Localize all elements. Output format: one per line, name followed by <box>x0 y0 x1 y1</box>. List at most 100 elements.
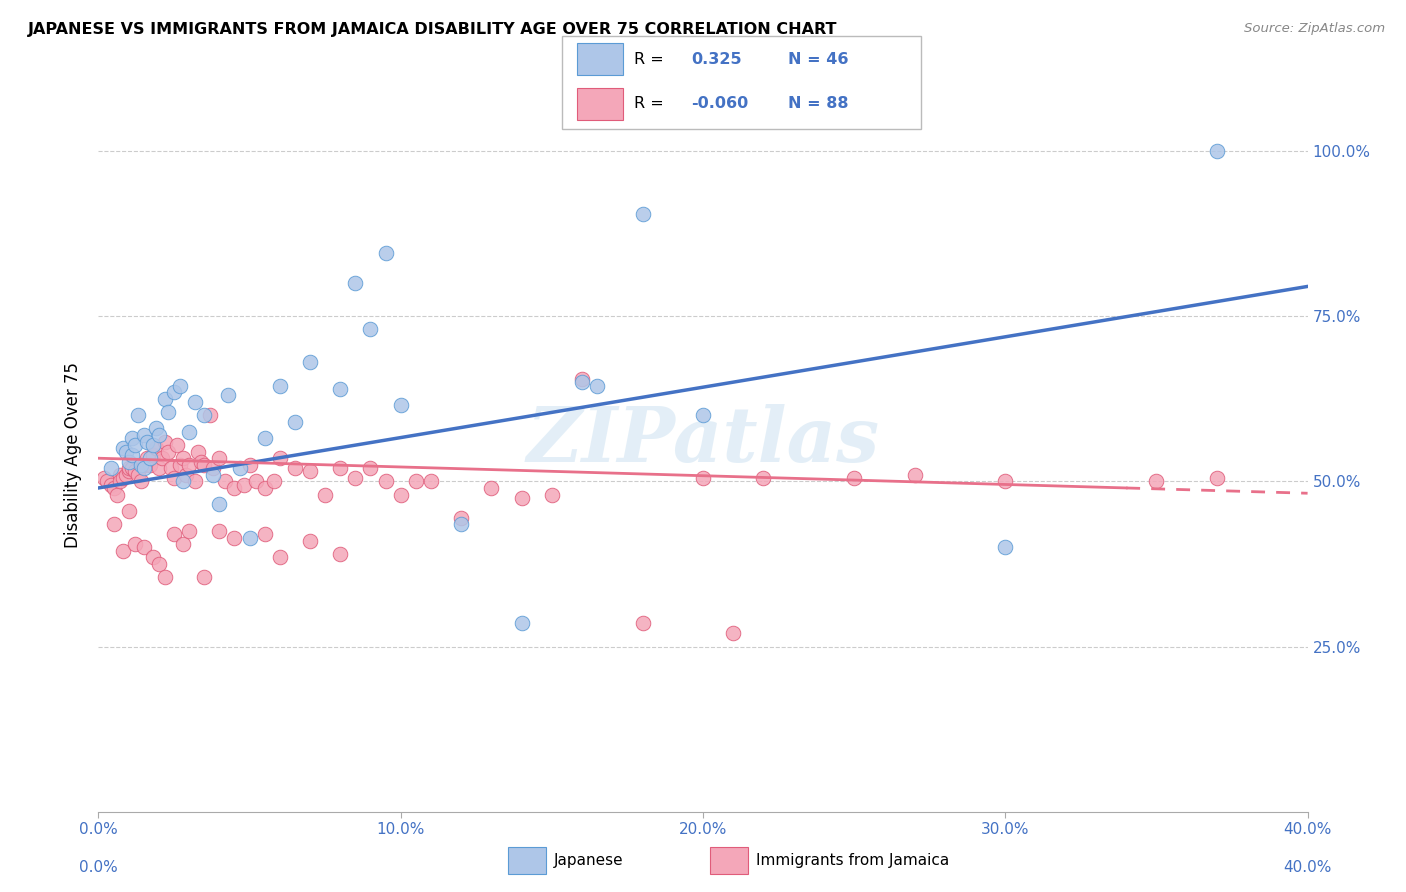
Point <box>135 451 157 466</box>
Point <box>145 442 167 456</box>
Point <box>150 451 173 466</box>
Point <box>481 481 503 495</box>
Point <box>269 378 291 392</box>
Point <box>169 378 191 392</box>
Point <box>329 382 352 396</box>
Point <box>202 461 225 475</box>
Point <box>179 458 201 472</box>
Point <box>118 461 141 475</box>
Text: 0.0%: 0.0% <box>79 860 118 874</box>
Point <box>571 376 593 390</box>
Point <box>450 510 472 524</box>
Text: R =: R = <box>634 96 664 112</box>
FancyBboxPatch shape <box>576 88 623 120</box>
Point <box>631 207 654 221</box>
Text: JAPANESE VS IMMIGRANTS FROM JAMAICA DISABILITY AGE OVER 75 CORRELATION CHART: JAPANESE VS IMMIGRANTS FROM JAMAICA DISA… <box>28 22 838 37</box>
Point <box>124 465 146 479</box>
Point <box>118 454 141 468</box>
Text: N = 88: N = 88 <box>789 96 849 112</box>
Point <box>111 442 134 456</box>
Point <box>752 471 775 485</box>
Point <box>692 409 714 423</box>
FancyBboxPatch shape <box>562 36 921 129</box>
Point <box>405 475 427 489</box>
Point <box>127 467 149 482</box>
Point <box>100 477 122 491</box>
Text: N = 46: N = 46 <box>789 52 849 67</box>
Point <box>121 431 143 445</box>
Point <box>121 461 143 475</box>
Text: Japanese: Japanese <box>554 853 624 868</box>
Point <box>174 467 197 482</box>
Text: Source: ZipAtlas.com: Source: ZipAtlas.com <box>1244 22 1385 36</box>
Point <box>193 570 215 584</box>
Point <box>172 475 194 489</box>
Point <box>108 475 131 489</box>
Point <box>314 487 336 501</box>
Point <box>166 438 188 452</box>
Point <box>299 355 322 369</box>
Point <box>245 475 267 489</box>
Point <box>100 461 122 475</box>
Point <box>571 372 593 386</box>
Point <box>160 461 183 475</box>
Point <box>163 385 186 400</box>
Point <box>360 461 382 475</box>
Point <box>344 471 367 485</box>
Point <box>229 461 252 475</box>
Point <box>994 475 1017 489</box>
Text: R =: R = <box>634 52 664 67</box>
Point <box>142 550 165 565</box>
Point <box>284 461 307 475</box>
Point <box>105 487 128 501</box>
Point <box>299 533 322 548</box>
Point <box>187 444 209 458</box>
Point <box>114 467 136 482</box>
Point <box>145 421 167 435</box>
Point <box>163 471 186 485</box>
Point <box>374 246 396 260</box>
Point <box>139 458 162 472</box>
Point <box>224 531 246 545</box>
Text: 40.0%: 40.0% <box>1284 860 1331 874</box>
Point <box>208 498 231 512</box>
Point <box>344 276 367 290</box>
Point <box>148 428 170 442</box>
Point <box>540 487 562 501</box>
Point <box>1144 475 1167 489</box>
Point <box>239 458 262 472</box>
Point <box>148 557 170 571</box>
Point <box>179 425 201 439</box>
Point <box>118 465 141 479</box>
Y-axis label: Disability Age Over 75: Disability Age Over 75 <box>65 362 83 548</box>
Point <box>263 475 285 489</box>
Point <box>299 465 322 479</box>
Point <box>329 547 352 561</box>
Point <box>1206 144 1229 158</box>
Point <box>93 471 115 485</box>
Point <box>135 434 157 449</box>
Point <box>389 487 412 501</box>
Point <box>844 471 866 485</box>
Text: -0.060: -0.060 <box>692 96 749 112</box>
Point <box>132 461 155 475</box>
Point <box>103 481 125 495</box>
Point <box>193 409 215 423</box>
Point <box>232 477 254 491</box>
Point <box>172 451 194 466</box>
Point <box>111 471 134 485</box>
Point <box>124 537 146 551</box>
Point <box>269 451 291 466</box>
Point <box>184 475 207 489</box>
FancyBboxPatch shape <box>710 847 748 874</box>
Point <box>111 543 134 558</box>
Point <box>121 448 143 462</box>
Point <box>190 454 212 468</box>
Point <box>148 461 170 475</box>
Point <box>214 475 236 489</box>
Point <box>723 626 745 640</box>
Point <box>510 616 533 631</box>
Point <box>172 537 194 551</box>
Text: ZIPatlas: ZIPatlas <box>526 404 880 477</box>
Point <box>510 491 533 505</box>
